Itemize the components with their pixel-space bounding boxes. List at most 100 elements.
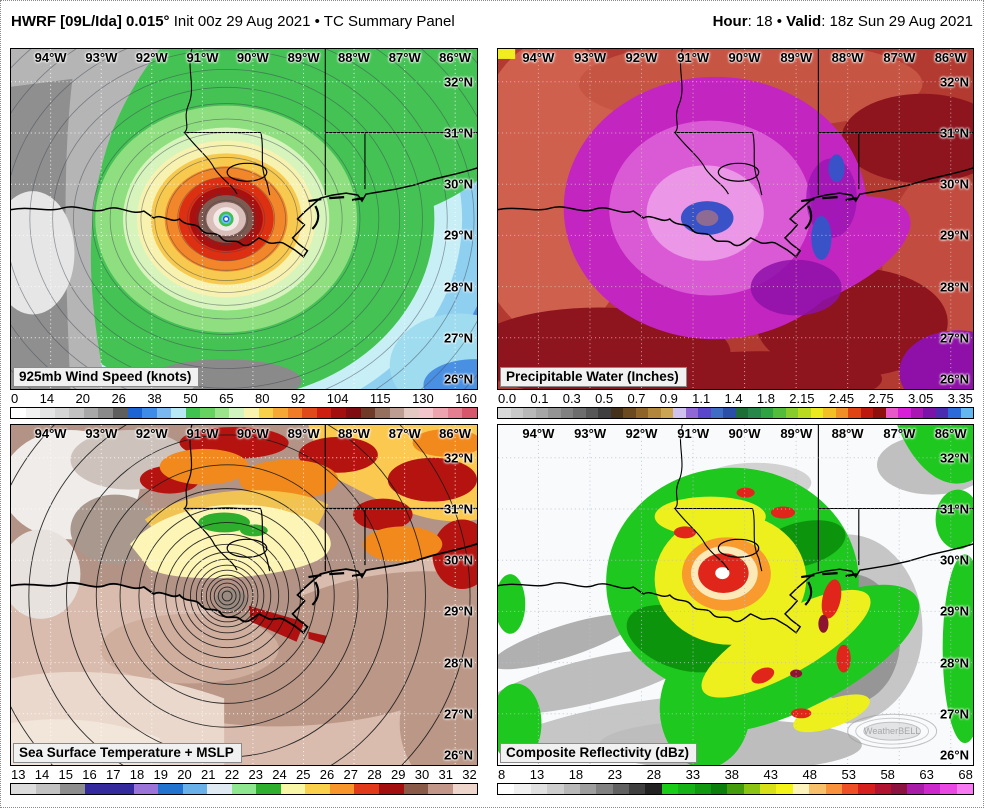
wind-speed-map-graphic bbox=[11, 49, 477, 389]
colorbar-segment bbox=[873, 408, 886, 418]
colorbar-segment bbox=[127, 408, 143, 418]
colorbar-segment bbox=[835, 408, 848, 418]
colorbar-tick-label: 80 bbox=[255, 391, 270, 406]
colorbar-segment bbox=[329, 784, 355, 794]
valid-value: : 18z Sun 29 Aug 2021 bbox=[821, 12, 973, 30]
colorbar-segment bbox=[142, 408, 157, 418]
colorbar-segment bbox=[678, 784, 695, 794]
valid-label: Valid bbox=[786, 12, 822, 30]
colorbar-segment bbox=[256, 784, 281, 794]
colorbar-tick-label: 0.1 bbox=[530, 391, 549, 406]
colorbar-segment bbox=[98, 408, 113, 418]
colorbar-ticks-pwat: 0.0 0.1 0.3 0.5 0.7 0.9 1.1 1.4 1.8 2.15 2.45 2.75 3… bbox=[497, 390, 974, 407]
colorbar-segment bbox=[11, 408, 26, 418]
colorbar-segment bbox=[760, 784, 777, 794]
colorbar-tick-label: 0.9 bbox=[659, 391, 678, 406]
map-wind-speed: 925mb Wind Speed (knots) 94°W 93°W 92°W 91°… bbox=[10, 48, 478, 390]
colorbar-refl bbox=[497, 783, 974, 795]
colorbar-segment bbox=[940, 784, 957, 794]
colorbar-segment bbox=[403, 784, 429, 794]
colorbar-segment bbox=[548, 408, 561, 418]
colorbar-tick-label: 0.7 bbox=[627, 391, 646, 406]
colorbar-tick-label: 104 bbox=[326, 391, 349, 406]
colorbar-segment bbox=[258, 408, 274, 418]
colorbar-segment bbox=[710, 408, 723, 418]
colorbar-segment bbox=[156, 408, 172, 418]
colorbar-segment bbox=[598, 408, 611, 418]
colorbar-tick-label: 38 bbox=[147, 391, 162, 406]
colorbar-segment bbox=[182, 784, 208, 794]
colorbar-segment bbox=[109, 784, 134, 794]
colorbar-segment bbox=[923, 784, 941, 794]
panel-wind-speed: 925mb Wind Speed (knots) 94°W 93°W 92°W 91°… bbox=[10, 48, 478, 419]
colorbar-segment bbox=[231, 784, 257, 794]
colorbar-pwat bbox=[497, 407, 974, 419]
colorbar-segment bbox=[452, 784, 478, 794]
colorbar-tick-label: 23 bbox=[248, 767, 263, 782]
colorbar-tick-label: 53 bbox=[841, 767, 856, 782]
colorbar-segment bbox=[891, 784, 908, 794]
colorbar-segment bbox=[302, 408, 317, 418]
map-precipitable-water: Precipitable Water (Inches) 94°W 93°W 92°W… bbox=[497, 48, 974, 390]
colorbar-segment bbox=[563, 784, 580, 794]
colorbar-tick-label: 115 bbox=[369, 391, 391, 406]
init-info: Init 00z 29 Aug 2021 • TC Summary Panel bbox=[169, 12, 455, 30]
colorbar-segment bbox=[885, 408, 898, 418]
colorbar-segment bbox=[83, 408, 99, 418]
colorbar-segment bbox=[462, 408, 477, 418]
colorbar-segment bbox=[956, 784, 973, 794]
colorbar-segment bbox=[785, 408, 798, 418]
colorbar-segment bbox=[760, 408, 773, 418]
colorbar-tick-label: 20 bbox=[177, 767, 192, 782]
colorbar-tick-label: 130 bbox=[412, 391, 434, 406]
colorbar-segment bbox=[514, 784, 531, 794]
panel-label-sst: Sea Surface Temperature + MSLP bbox=[13, 743, 242, 763]
colorbar-segment bbox=[200, 408, 215, 418]
colorbar-ticks-wind: 0 14 20 26 38 50 65 80 92 104 115 130 160 bbox=[10, 390, 478, 407]
colorbar-segment bbox=[743, 784, 760, 794]
colorbar-segment bbox=[623, 408, 636, 418]
colorbar-segment bbox=[823, 408, 836, 418]
colorbar-segment bbox=[585, 408, 598, 418]
colorbar-tick-label: 92 bbox=[290, 391, 306, 406]
colorbar-tick-label: 25 bbox=[296, 767, 311, 782]
colorbar-segment bbox=[612, 784, 629, 794]
colorbar-wind bbox=[10, 407, 478, 419]
colorbar-tick-label: 38 bbox=[724, 767, 740, 782]
colorbar-segment bbox=[547, 784, 564, 794]
colorbar-segment bbox=[535, 408, 548, 418]
map-reflectivity: WeatherBELL Composite Reflectivity (dBz)… bbox=[497, 424, 974, 766]
colorbar-tick-label: 2.15 bbox=[789, 391, 815, 406]
panel-sst-mslp: Sea Surface Temperature + MSLP 94°W 93°W 9… bbox=[10, 424, 478, 795]
colorbar-tick-label: 26 bbox=[111, 391, 126, 406]
colorbar-segment bbox=[447, 408, 463, 418]
colorbar-segment bbox=[84, 784, 110, 794]
colorbar-tick-label: 14 bbox=[39, 391, 55, 406]
colorbar-segment bbox=[287, 408, 303, 418]
colorbar-segment bbox=[207, 784, 232, 794]
colorbar-segment bbox=[375, 408, 390, 418]
colorbar-segment bbox=[685, 408, 698, 418]
colorbar-segment bbox=[354, 784, 379, 794]
colorbar-segment bbox=[923, 408, 936, 418]
colorbar-segment bbox=[360, 408, 376, 418]
colorbar-segment bbox=[433, 408, 448, 418]
colorbar-segment bbox=[694, 784, 711, 794]
colorbar-segment bbox=[935, 408, 948, 418]
colorbar-segment bbox=[898, 408, 911, 418]
colorbar-segment bbox=[498, 784, 515, 794]
colorbar-ticks-refl: 8 13 18 23 28 33 38 43 48 53 58 63 68 bbox=[497, 766, 974, 783]
colorbar-tick-label: 22 bbox=[224, 767, 240, 782]
colorbar-segment bbox=[331, 408, 346, 418]
colorbar-segment bbox=[660, 408, 673, 418]
colorbar-segment bbox=[773, 408, 786, 418]
colorbar-segment bbox=[305, 784, 330, 794]
colorbar-segment bbox=[229, 408, 244, 418]
colorbar-segment bbox=[35, 784, 61, 794]
colorbar-tick-label: 3.35 bbox=[947, 391, 973, 406]
panel-label-pwat: Precipitable Water (Inches) bbox=[500, 367, 687, 387]
map-sst-mslp: Sea Surface Temperature + MSLP 94°W 93°W 9… bbox=[10, 424, 478, 766]
colorbar-segment bbox=[69, 408, 84, 418]
colorbar-tick-label: 58 bbox=[880, 767, 895, 782]
